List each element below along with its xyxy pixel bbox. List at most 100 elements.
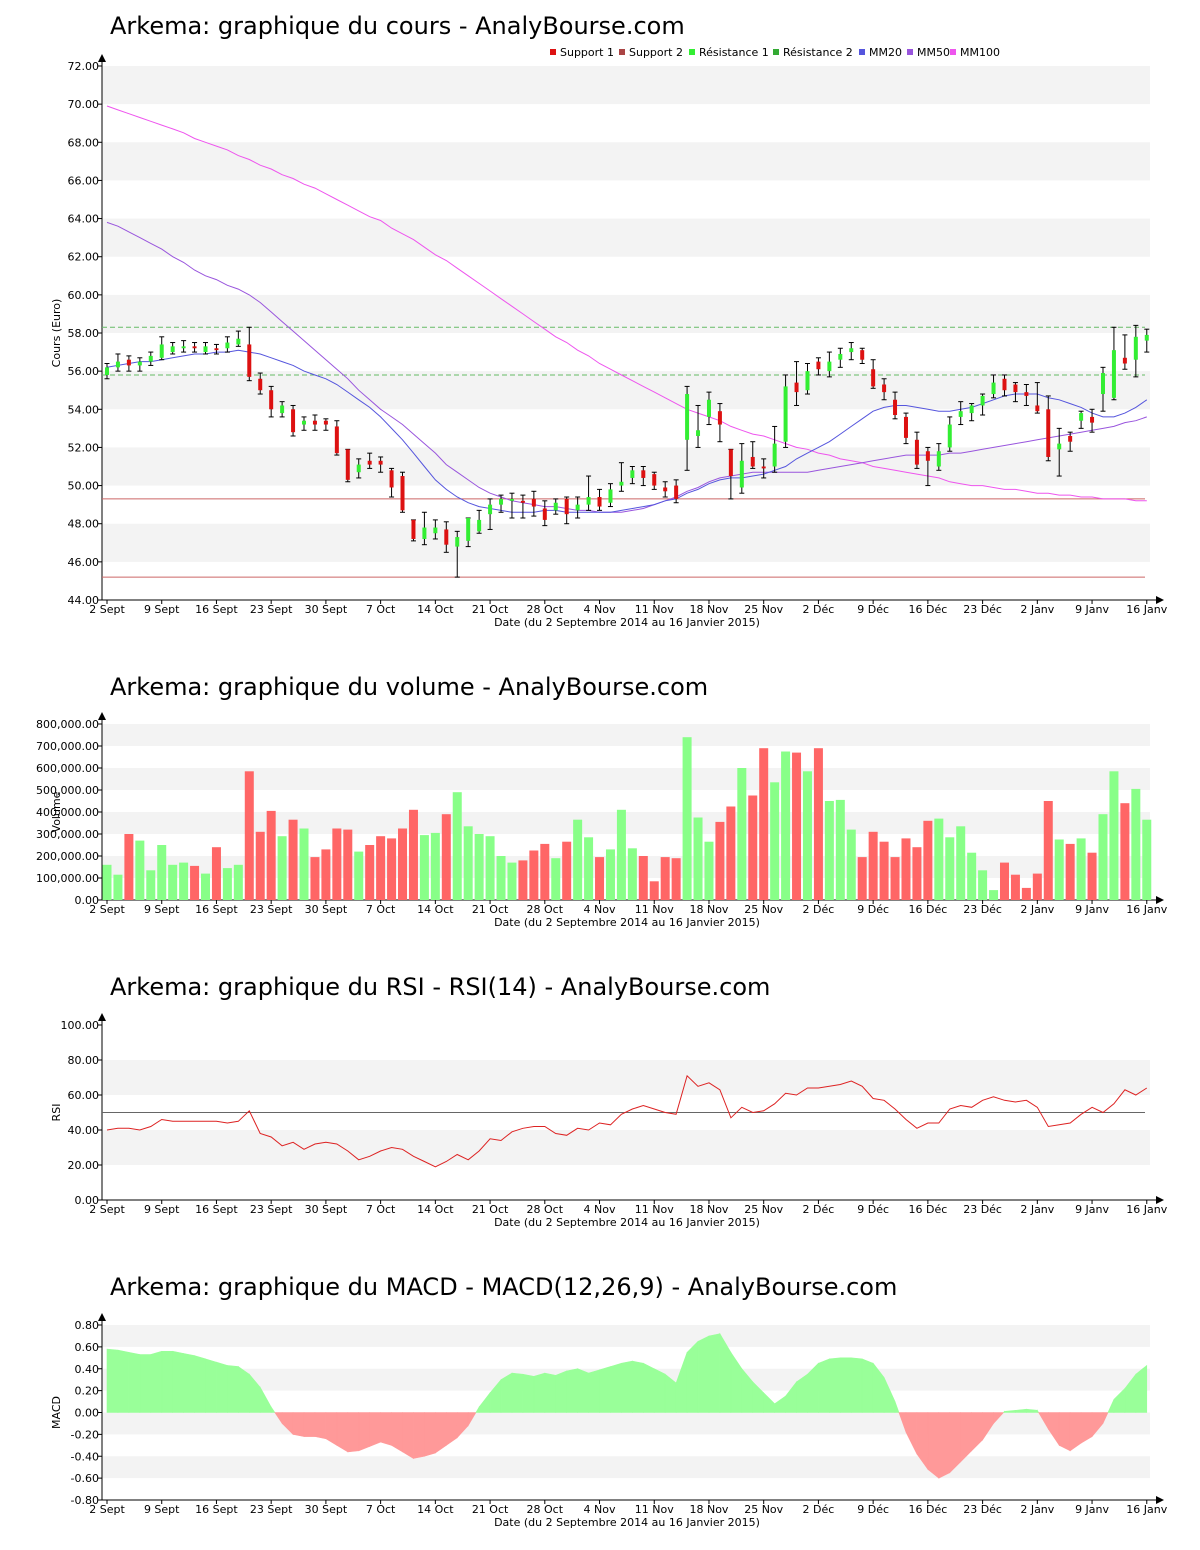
volume-bar — [638, 856, 648, 900]
volume-bar — [354, 851, 364, 900]
x-tick-label: 25 Nov — [744, 1503, 783, 1516]
volume-bar — [1142, 819, 1152, 900]
y-tick-label: 0.40 — [75, 1363, 100, 1376]
macd-area-segment — [1004, 1409, 1016, 1413]
macd-area-segment — [117, 1349, 130, 1413]
volume-bar — [1065, 843, 1075, 900]
volume-bar — [102, 864, 112, 900]
candle-body — [356, 464, 361, 473]
x-tick-label: 21 Oct — [472, 1503, 509, 1516]
volume-bar — [1131, 788, 1141, 900]
volume-bar — [1032, 873, 1042, 900]
candle-body — [181, 346, 186, 349]
y-tick-label: 48.00 — [68, 518, 100, 531]
x-tick-label: 9 Janv — [1075, 1503, 1109, 1516]
grid-band — [102, 768, 1150, 790]
macd-area-segment — [435, 1412, 447, 1454]
volume-bar — [857, 857, 867, 900]
candle-body — [761, 466, 766, 469]
y-tick-label: -0.40 — [71, 1450, 99, 1463]
legend-label: MM20 — [869, 46, 902, 59]
candle-body — [509, 498, 514, 501]
grid-band — [102, 218, 1150, 257]
volume-bar — [179, 862, 189, 900]
y-axis-label: Cours (Euro) — [50, 299, 63, 368]
macd-area-segment — [861, 1358, 874, 1413]
candle-body — [608, 489, 613, 503]
candle-body — [1111, 350, 1116, 398]
volume-bar — [978, 870, 988, 900]
macd-area-segment — [1135, 1364, 1148, 1413]
candle-body — [411, 519, 416, 539]
x-tick-label: 23 Déc — [963, 1503, 1002, 1516]
candle-body — [269, 390, 274, 410]
macd-area-segment — [544, 1372, 557, 1413]
x-tick-label: 2 Sept — [89, 1503, 125, 1516]
x-tick-label: 16 Janv — [1126, 1203, 1167, 1216]
x-tick-label: 16 Janv — [1126, 903, 1167, 916]
volume-bar — [540, 843, 550, 900]
macd-area-segment — [183, 1353, 195, 1413]
candle-body — [706, 399, 711, 417]
candle-body — [542, 508, 547, 520]
volume-bar — [890, 857, 900, 900]
y-tick-label: 40.00 — [68, 1124, 100, 1137]
macd-area-segment — [993, 1412, 1005, 1425]
y-tick-label: 44.00 — [68, 594, 100, 607]
volume-bar — [332, 828, 342, 900]
candle-body — [652, 474, 657, 486]
volume-bar — [967, 852, 977, 900]
volume-bar — [781, 751, 791, 900]
candle-body — [696, 430, 701, 436]
volume-bar — [244, 771, 254, 900]
x-tick-label: 4 Nov — [584, 1503, 616, 1516]
macd-area-segment — [205, 1358, 217, 1413]
macd-area-segment — [555, 1370, 567, 1413]
y-tick-label: 60.00 — [68, 1089, 100, 1102]
volume-bar — [124, 834, 134, 900]
y-tick-label: 100,000.00 — [36, 872, 99, 885]
y-tick-label: 700,000.00 — [36, 740, 99, 753]
candle-body — [488, 504, 493, 515]
x-tick-label: 18 Nov — [689, 1503, 728, 1516]
volume-bar — [1043, 801, 1053, 900]
grid-band — [102, 142, 1150, 181]
volume-bar — [398, 828, 408, 900]
volume-bar — [551, 858, 561, 900]
y-tick-label: 200,000.00 — [36, 850, 99, 863]
x-tick-label: 11 Nov — [635, 1503, 674, 1516]
legend-swatch — [907, 49, 913, 55]
macd-area-segment — [850, 1357, 863, 1413]
volume-bar — [1109, 771, 1119, 900]
candle-body — [1068, 435, 1073, 442]
candle-body — [345, 449, 350, 480]
macd-area-segment — [391, 1412, 403, 1453]
candle-body — [663, 487, 668, 492]
x-tick-label: 30 Sept — [305, 903, 348, 916]
candle-body — [586, 497, 591, 505]
x-tick-label: 28 Oct — [527, 1503, 564, 1516]
x-tick-label: 4 Nov — [584, 903, 616, 916]
x-tick-label: 9 Janv — [1075, 1203, 1109, 1216]
y-axis-label: Volume — [50, 791, 63, 832]
macd-area-segment — [445, 1412, 458, 1446]
candle-body — [280, 405, 285, 414]
x-axis-label: Date (du 2 Septembre 2014 au 16 Janvier … — [494, 1516, 760, 1529]
candle-body — [302, 420, 307, 425]
volume-bar — [912, 847, 922, 900]
volume-bar — [868, 831, 878, 900]
candle-body — [674, 485, 679, 499]
volume-bar — [452, 792, 462, 900]
volume-bar — [474, 834, 484, 900]
x-axis-arrow — [1156, 596, 1164, 604]
candle-body — [991, 382, 996, 395]
candle-body — [739, 460, 744, 488]
macd-area-segment — [982, 1412, 994, 1441]
chart-title: Arkema: graphique du MACD - MACD(12,26,9… — [110, 1273, 897, 1301]
y-axis-arrow — [98, 712, 106, 720]
candle-body — [838, 353, 843, 360]
volume-bar — [463, 826, 473, 900]
candle-body — [214, 348, 219, 351]
macd-area-segment — [475, 1405, 480, 1413]
x-axis-arrow — [1156, 1196, 1164, 1204]
